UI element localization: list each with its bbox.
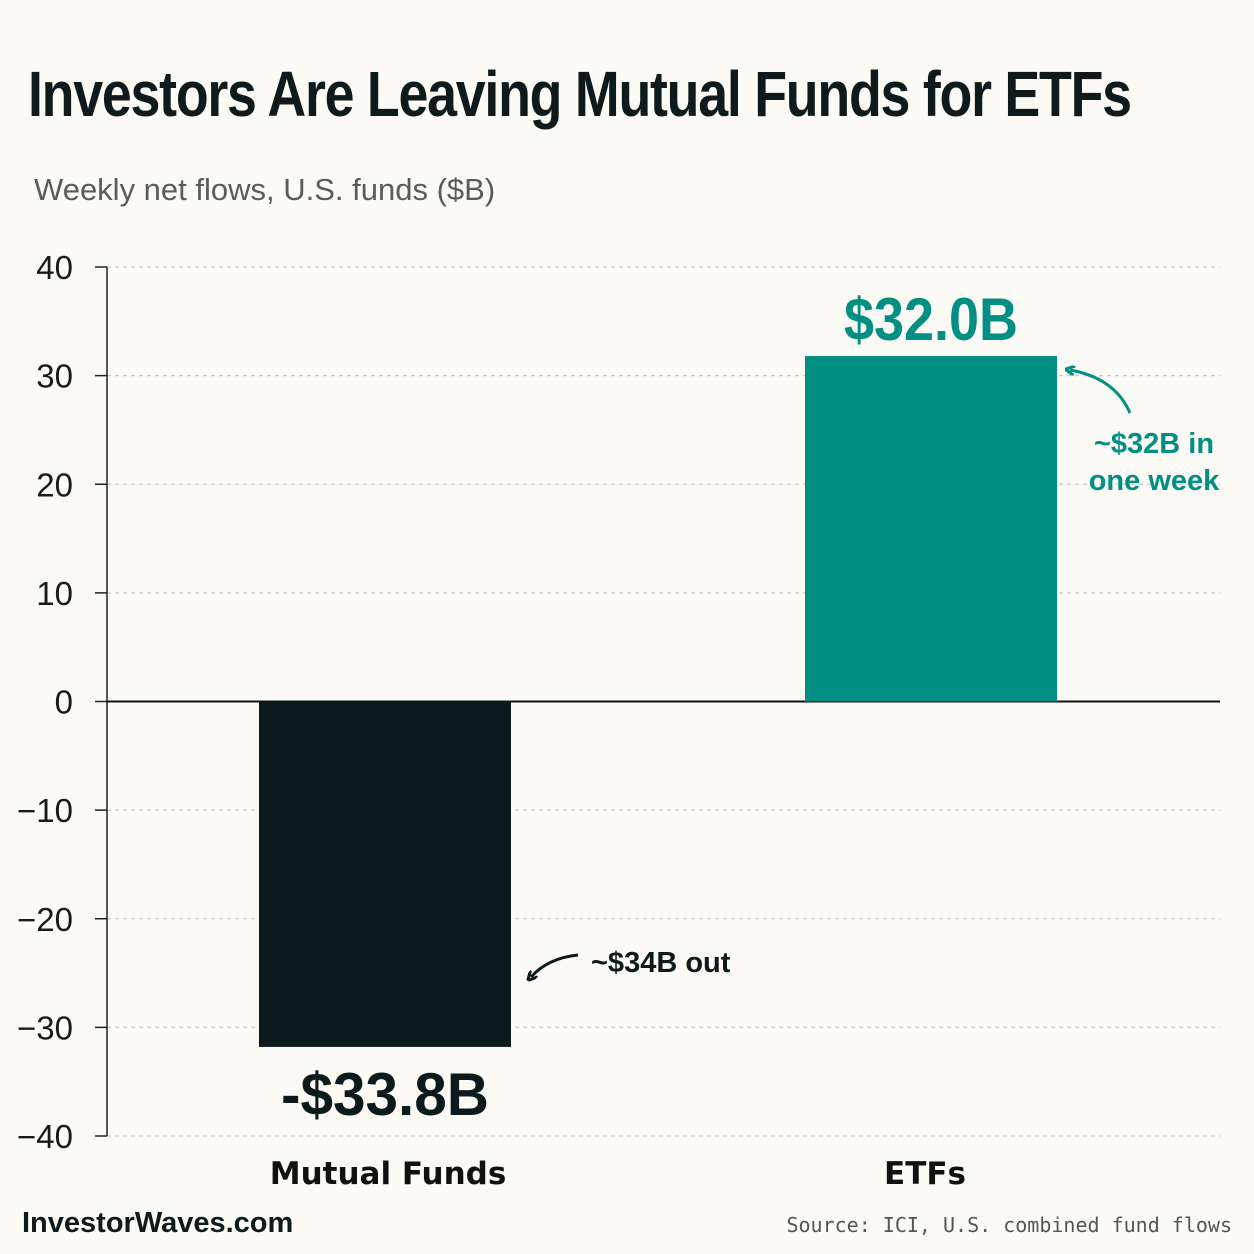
y-tick-label: 30 xyxy=(36,358,73,395)
data-labels: -$33.8B $32.0B Mutual Funds ETFs xyxy=(270,286,1018,1192)
data-label: -$33.8B xyxy=(281,1061,489,1128)
source-note: Source: ICI, U.S. combined fund flows xyxy=(786,1213,1232,1237)
chart-title: Investors Are Leaving Mutual Funds for E… xyxy=(28,58,1132,130)
bars xyxy=(259,356,1057,1047)
y-axis: 40 30 20 10 0 −10 −20 −30 −40 xyxy=(17,249,1220,1155)
x-tick-label: Mutual Funds xyxy=(270,1156,507,1192)
brand-text: InvestorWaves.com xyxy=(22,1207,294,1239)
y-tick-label: 40 xyxy=(36,249,73,286)
y-tick-label: 0 xyxy=(55,684,73,721)
annotation-arrow xyxy=(531,953,579,977)
annotation-text: one week xyxy=(1089,465,1220,497)
y-tick-label: −20 xyxy=(17,901,73,938)
annotations: ~$34B out ~$32B in one week xyxy=(531,370,1220,979)
annotation-arrow xyxy=(1070,370,1132,414)
x-tick-label: ETFs xyxy=(884,1156,966,1192)
bar-etfs xyxy=(805,356,1057,702)
y-tick-label: 10 xyxy=(36,575,73,612)
annotation-text: ~$32B in xyxy=(1094,428,1214,460)
bar-mutual-funds xyxy=(259,701,511,1047)
y-tick-label: −30 xyxy=(17,1009,73,1046)
y-tick-label: 20 xyxy=(36,466,73,503)
chart-subtitle: Weekly net flows, U.S. funds ($B) xyxy=(34,172,496,207)
data-label: $32.0B xyxy=(844,286,1018,353)
y-tick-label: −10 xyxy=(17,792,73,829)
annotation-text: ~$34B out xyxy=(591,947,731,979)
y-tick-label: −40 xyxy=(17,1118,73,1155)
